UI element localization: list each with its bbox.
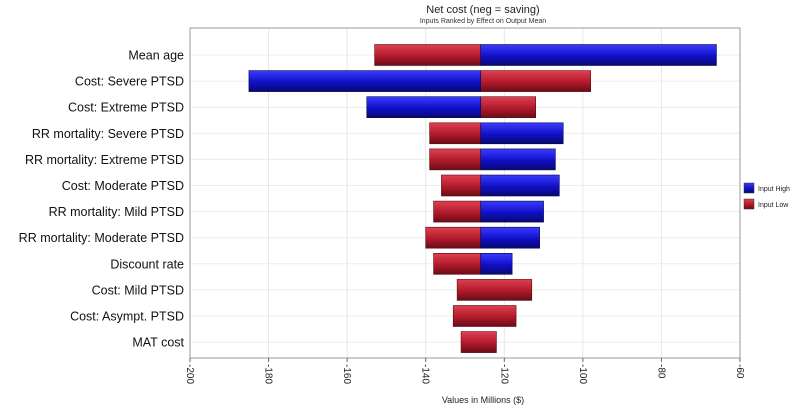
category-label: MAT cost — [132, 336, 184, 350]
category-label: Cost: Severe PTSD — [75, 75, 184, 89]
bar-input-low — [425, 226, 482, 249]
bar-input-low — [441, 174, 482, 197]
bar-input-high — [480, 226, 540, 249]
bar-input-low — [374, 44, 482, 66]
bar-input-high — [248, 70, 482, 92]
x-tick-label: -120 — [498, 364, 509, 384]
x-tick-label: -100 — [577, 364, 588, 384]
bar-input-low — [456, 279, 533, 301]
bar-input-low — [460, 331, 497, 353]
bar-input-low — [433, 253, 482, 275]
category-label: RR mortality: Moderate PTSD — [19, 231, 184, 245]
category-labels: Mean age Cost: Severe PTSD Cost: Extreme P… — [19, 49, 185, 350]
legend-swatch — [743, 198, 755, 210]
bar-input-high — [480, 148, 556, 171]
plot-frame — [189, 27, 741, 359]
bar-input-high — [480, 44, 717, 66]
bar-input-high — [366, 96, 482, 118]
bars — [248, 44, 717, 353]
category-label: RR mortality: Severe PTSD — [32, 127, 184, 141]
category-label: RR mortality: Mild PTSD — [49, 205, 184, 219]
legend: Input High Input Low — [743, 182, 790, 210]
category-label: RR mortality: Extreme PTSD — [25, 153, 184, 167]
bar-input-high — [480, 122, 564, 145]
category-label: Cost: Mild PTSD — [92, 283, 184, 297]
bar-input-low — [429, 122, 482, 145]
bar-input-high — [480, 253, 513, 275]
x-axis: -200 -180 -160 -140 -120 -100 -80 -60 — [184, 358, 745, 384]
x-tick-label: -160 — [341, 364, 352, 384]
x-axis-title: Values in Millions ($) — [442, 395, 524, 405]
category-label: Mean age — [128, 49, 184, 63]
bar-input-high — [480, 200, 544, 223]
x-tick-label: -60 — [734, 364, 745, 379]
x-tick-label: -180 — [263, 364, 274, 384]
bar-input-high — [480, 174, 560, 197]
legend-label: Input Low — [758, 202, 789, 209]
chart-title: Net cost (neg = saving) — [426, 4, 539, 16]
bar-input-low — [480, 70, 592, 92]
x-tick-label: -140 — [420, 364, 431, 384]
legend-swatch — [743, 182, 755, 194]
x-tick-label: -80 — [655, 364, 666, 379]
bar-input-low — [452, 305, 517, 327]
legend-label: Input High — [758, 186, 790, 193]
x-tick-label: -200 — [184, 364, 195, 384]
bar-input-low — [480, 96, 537, 118]
category-label: Cost: Moderate PTSD — [62, 179, 184, 193]
bar-input-low — [429, 148, 482, 171]
category-label: Cost: Extreme PTSD — [68, 101, 184, 115]
category-label: Discount rate — [110, 257, 184, 271]
chart-subtitle: Inputs Ranked by Effect on Output Mean — [420, 18, 546, 25]
category-label: Cost: Asympt. PTSD — [70, 310, 184, 324]
bar-input-low — [433, 200, 482, 223]
